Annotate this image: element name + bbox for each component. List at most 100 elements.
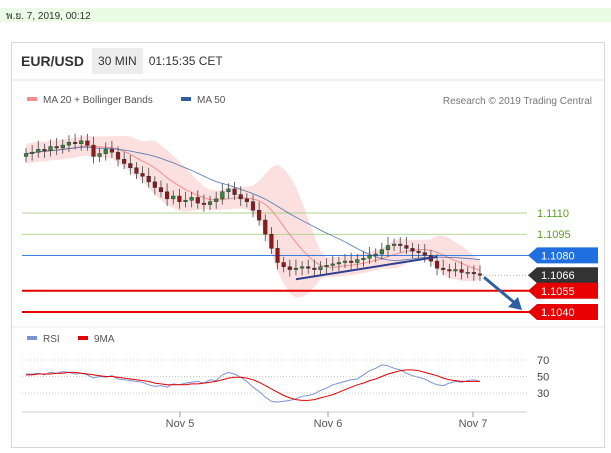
candle-body-27 [189,197,194,201]
candle-body-40 [269,233,274,249]
candle-body-13 [103,149,108,154]
level-tag-5 [528,304,598,320]
candle-body-36 [244,198,249,202]
candle-body-62 [404,245,409,249]
candle-body-15 [115,151,121,160]
candle-body-44 [293,267,299,270]
candle-body-59 [385,245,391,251]
candle-body-0 [23,153,29,157]
clock-label: 01:15:35 CET [148,54,223,68]
candle-body-7 [66,142,72,146]
bollinger-band-area [26,135,480,298]
trendline-path [295,255,438,281]
candle-body-31 [214,198,219,202]
credit-label: Research © 2019 Trading Central [443,96,592,107]
candle-body-57 [373,253,378,256]
legend-label-ma20: MA 20 + Bollinger Bands [43,95,153,106]
candle-body-34 [232,188,237,195]
candle-body-73 [471,272,476,275]
candle-body-18 [134,167,139,174]
candle-body-61 [398,243,403,246]
candle-body-25 [177,195,182,202]
ma50-line [25,146,481,261]
candle-body-32 [220,191,225,200]
candle-body-42 [281,262,286,267]
candle-body-3 [42,149,47,152]
candle-body-46 [306,266,311,269]
candle-body-55 [361,258,366,260]
candle-body-5 [54,146,59,149]
candle-body-47 [312,267,317,270]
candle-body-43 [287,266,292,270]
candle-body-37 [250,201,256,211]
candle-body-68 [441,267,446,270]
candle-body-10 [85,140,90,146]
x-axis-ticks: Nov 5 Nov 6 Nov 7 [166,412,488,430]
candle-body-45 [299,266,305,269]
candle-body-6 [60,144,65,149]
candle-body-56 [367,255,372,259]
level-label-0: 1.1110 [537,208,569,220]
level-tag-4 [528,282,598,299]
legend-swatch-ma50 [181,97,191,101]
candle-body-17 [128,163,133,168]
candle-body-53 [349,260,354,263]
rsi-lines [26,364,481,403]
rsi-tick-label-2: 30 [537,388,549,400]
candle-body-28 [195,197,200,204]
x-tick-label-2: Nov 7 [459,418,488,430]
candle-body-24 [171,195,176,200]
level-label-2: 1.1080 [541,250,575,262]
timeframe-badge[interactable]: 30 MIN [92,48,143,74]
legend-label-9ma: 9MA [94,334,115,345]
level-label-5: 1.1040 [541,307,575,319]
forecast-arrow-shaft [483,276,517,306]
level-tag-2 [528,247,598,264]
candle-body-33 [226,188,231,193]
candle-body-1 [30,151,35,154]
candle-body-58 [379,249,384,255]
symbol-label: EUR/USD [21,53,85,69]
candle-body-41 [275,248,280,263]
candle-body-2 [36,149,41,153]
rsi-tick-label-1: 50 [537,372,549,384]
trendline [295,255,438,281]
candle-body-63 [410,248,415,252]
candle-body-20 [146,175,151,183]
level-tag-3 [528,267,598,284]
candle-body-4 [48,146,53,152]
legend-label-ma50: MA 50 [197,95,226,106]
candle-body-60 [392,243,397,246]
candle-body-22 [158,187,164,193]
x-tick-label-1: Nov 6 [314,418,343,430]
candle-body-19 [140,173,145,177]
candle-body-72 [465,272,470,274]
rsi-tick-label-0: 70 [537,355,549,367]
x-tick-label-0: Nov 5 [166,418,195,430]
candle-body-12 [97,153,102,157]
candle-body-54 [355,259,360,263]
candle-body-21 [152,181,157,188]
candle-body-8 [72,142,78,144]
candle-body-64 [416,250,421,253]
forecast-arrow-head [508,297,522,310]
ma50-path [25,146,481,261]
candle-body-69 [447,269,452,272]
chart-header: EUR/USD 30 MIN 01:15:35 CET [13,47,223,75]
rsi-line [26,364,481,403]
candle-body-35 [238,194,243,200]
candle-body-16 [122,159,127,164]
legend-swatch-ma20 [27,97,37,101]
legend-label-rsi: RSI [43,334,60,345]
candle-body-70 [453,269,458,272]
forecast-arrow [483,276,522,310]
candle-body-39 [263,219,268,235]
legend-swatch-rsi [27,336,37,340]
candle-body-38 [257,209,262,221]
level-label-4: 1.1055 [541,286,575,298]
candle-body-11 [91,144,96,157]
candle-body-65 [422,252,427,256]
timestamp-text: พ.ย. 7, 2019, 00:12 [6,11,91,22]
candle-body-48 [318,266,323,270]
